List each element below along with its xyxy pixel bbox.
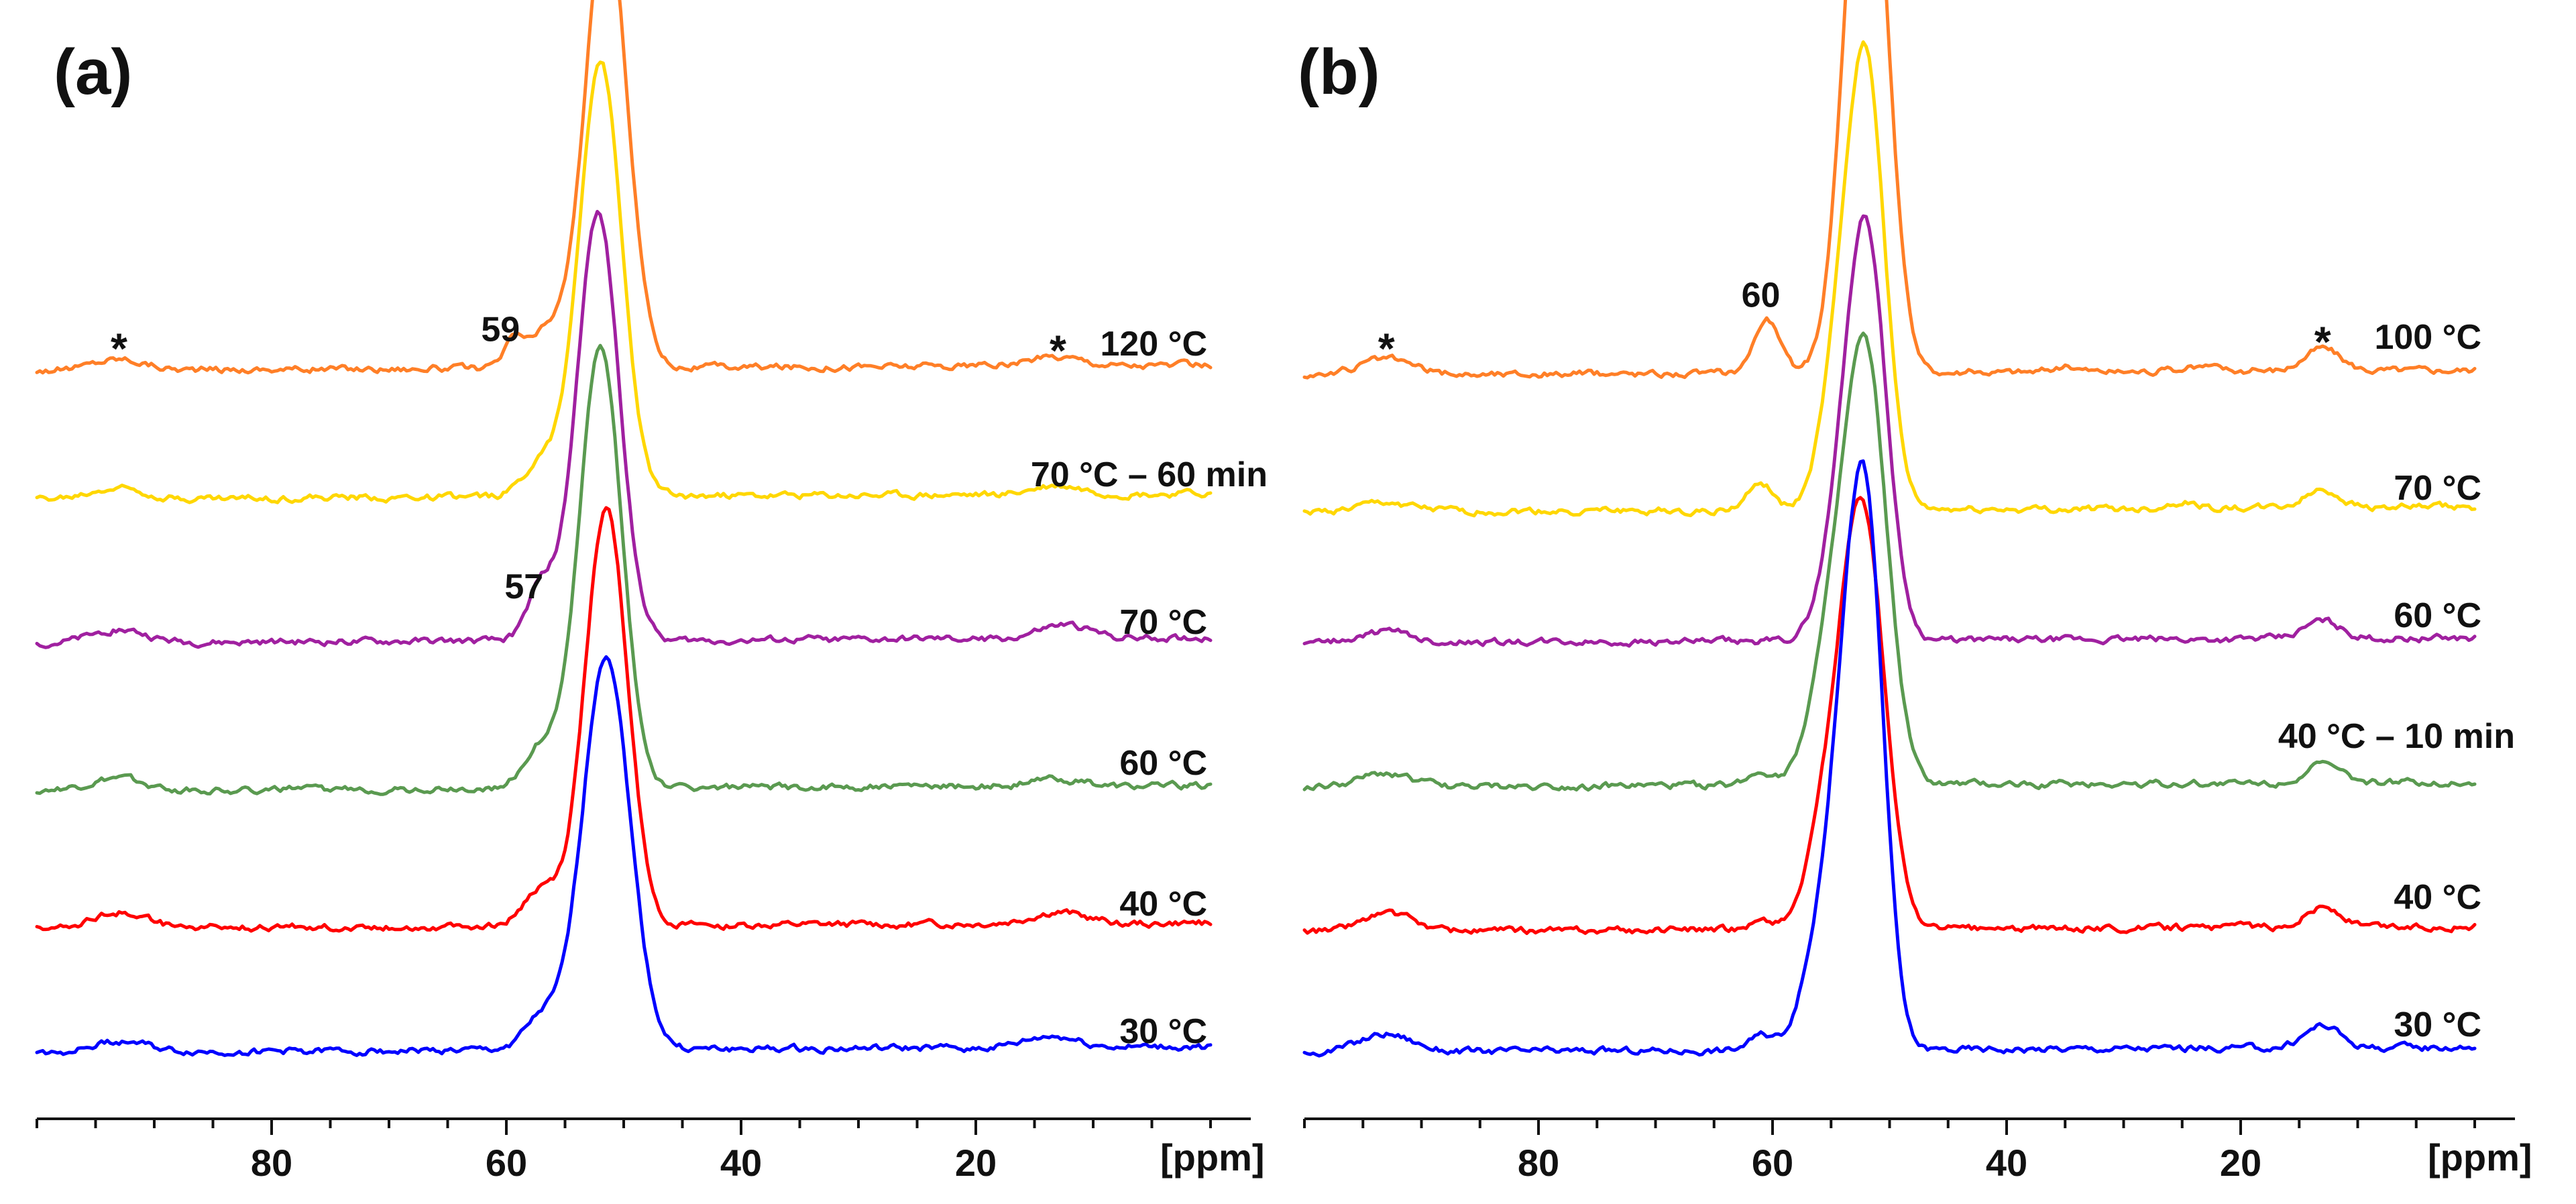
trace-3 bbox=[1302, 214, 2477, 648]
peak-label: 57 bbox=[504, 567, 543, 606]
trace-label: 30 °C bbox=[2394, 1005, 2481, 1044]
x-tick-label: 60 bbox=[486, 1142, 527, 1184]
x-tick-label: 40 bbox=[720, 1142, 762, 1184]
trace-label: 120 °C bbox=[1100, 325, 1207, 364]
x-tick-label: 40 bbox=[1986, 1142, 2027, 1184]
x-tick-label: 20 bbox=[2220, 1142, 2261, 1184]
panel-letter: (a) bbox=[54, 36, 132, 108]
trace-4 bbox=[35, 343, 1213, 796]
trace-4 bbox=[1302, 331, 2477, 792]
trace-label: 100 °C bbox=[2374, 318, 2481, 357]
panel-letter: (b) bbox=[1298, 36, 1380, 108]
trace-label: 40 °C – 10 min bbox=[2278, 717, 2515, 756]
trace-6 bbox=[1302, 459, 2477, 1058]
x-axis-unit: [ppm] bbox=[2428, 1136, 2532, 1179]
trace-2 bbox=[1302, 40, 2477, 518]
spinning-sideband-marker: * bbox=[1378, 325, 1395, 373]
peak-label: 60 bbox=[1742, 276, 1781, 315]
x-tick-label: 60 bbox=[1752, 1142, 1793, 1184]
trace-label: 70 °C – 60 min bbox=[1031, 455, 1268, 494]
spinning-sideband-marker: * bbox=[2314, 318, 2331, 366]
trace-label: 40 °C bbox=[2394, 878, 2481, 917]
spinning-sideband-marker: * bbox=[1050, 327, 1066, 375]
trace-3 bbox=[35, 209, 1213, 649]
trace-1 bbox=[35, 0, 1213, 375]
spinning-sideband-marker: * bbox=[111, 324, 127, 372]
trace-label: 60 °C bbox=[2394, 596, 2481, 635]
trace-5 bbox=[1302, 496, 2477, 935]
trace-label: 70 °C bbox=[1119, 603, 1207, 642]
trace-5 bbox=[35, 506, 1213, 933]
x-axis-unit: [ppm] bbox=[1160, 1136, 1265, 1179]
x-tick-label: 20 bbox=[955, 1142, 997, 1184]
panel-b: (b) 80 60 40 20 [ppm] 100 °C 70 °C 60 °C 40 °C – … bbox=[1298, 0, 2532, 1184]
panel-a: (a) 80 60 40 20 [ppm] 120 °C 70 °C – 60 min 70 °… bbox=[35, 0, 1268, 1184]
trace-label: 30 °C bbox=[1119, 1012, 1207, 1051]
x-tick-label: 80 bbox=[1518, 1142, 1559, 1184]
trace-label: 70 °C bbox=[2394, 469, 2481, 508]
trace-6 bbox=[35, 655, 1213, 1057]
trace-label: 60 °C bbox=[1119, 744, 1207, 783]
trace-1 bbox=[1302, 0, 2477, 380]
peak-label: 59 bbox=[481, 310, 520, 349]
x-tick-label: 80 bbox=[251, 1142, 292, 1184]
trace-2 bbox=[35, 60, 1213, 504]
trace-label: 40 °C bbox=[1119, 885, 1207, 924]
